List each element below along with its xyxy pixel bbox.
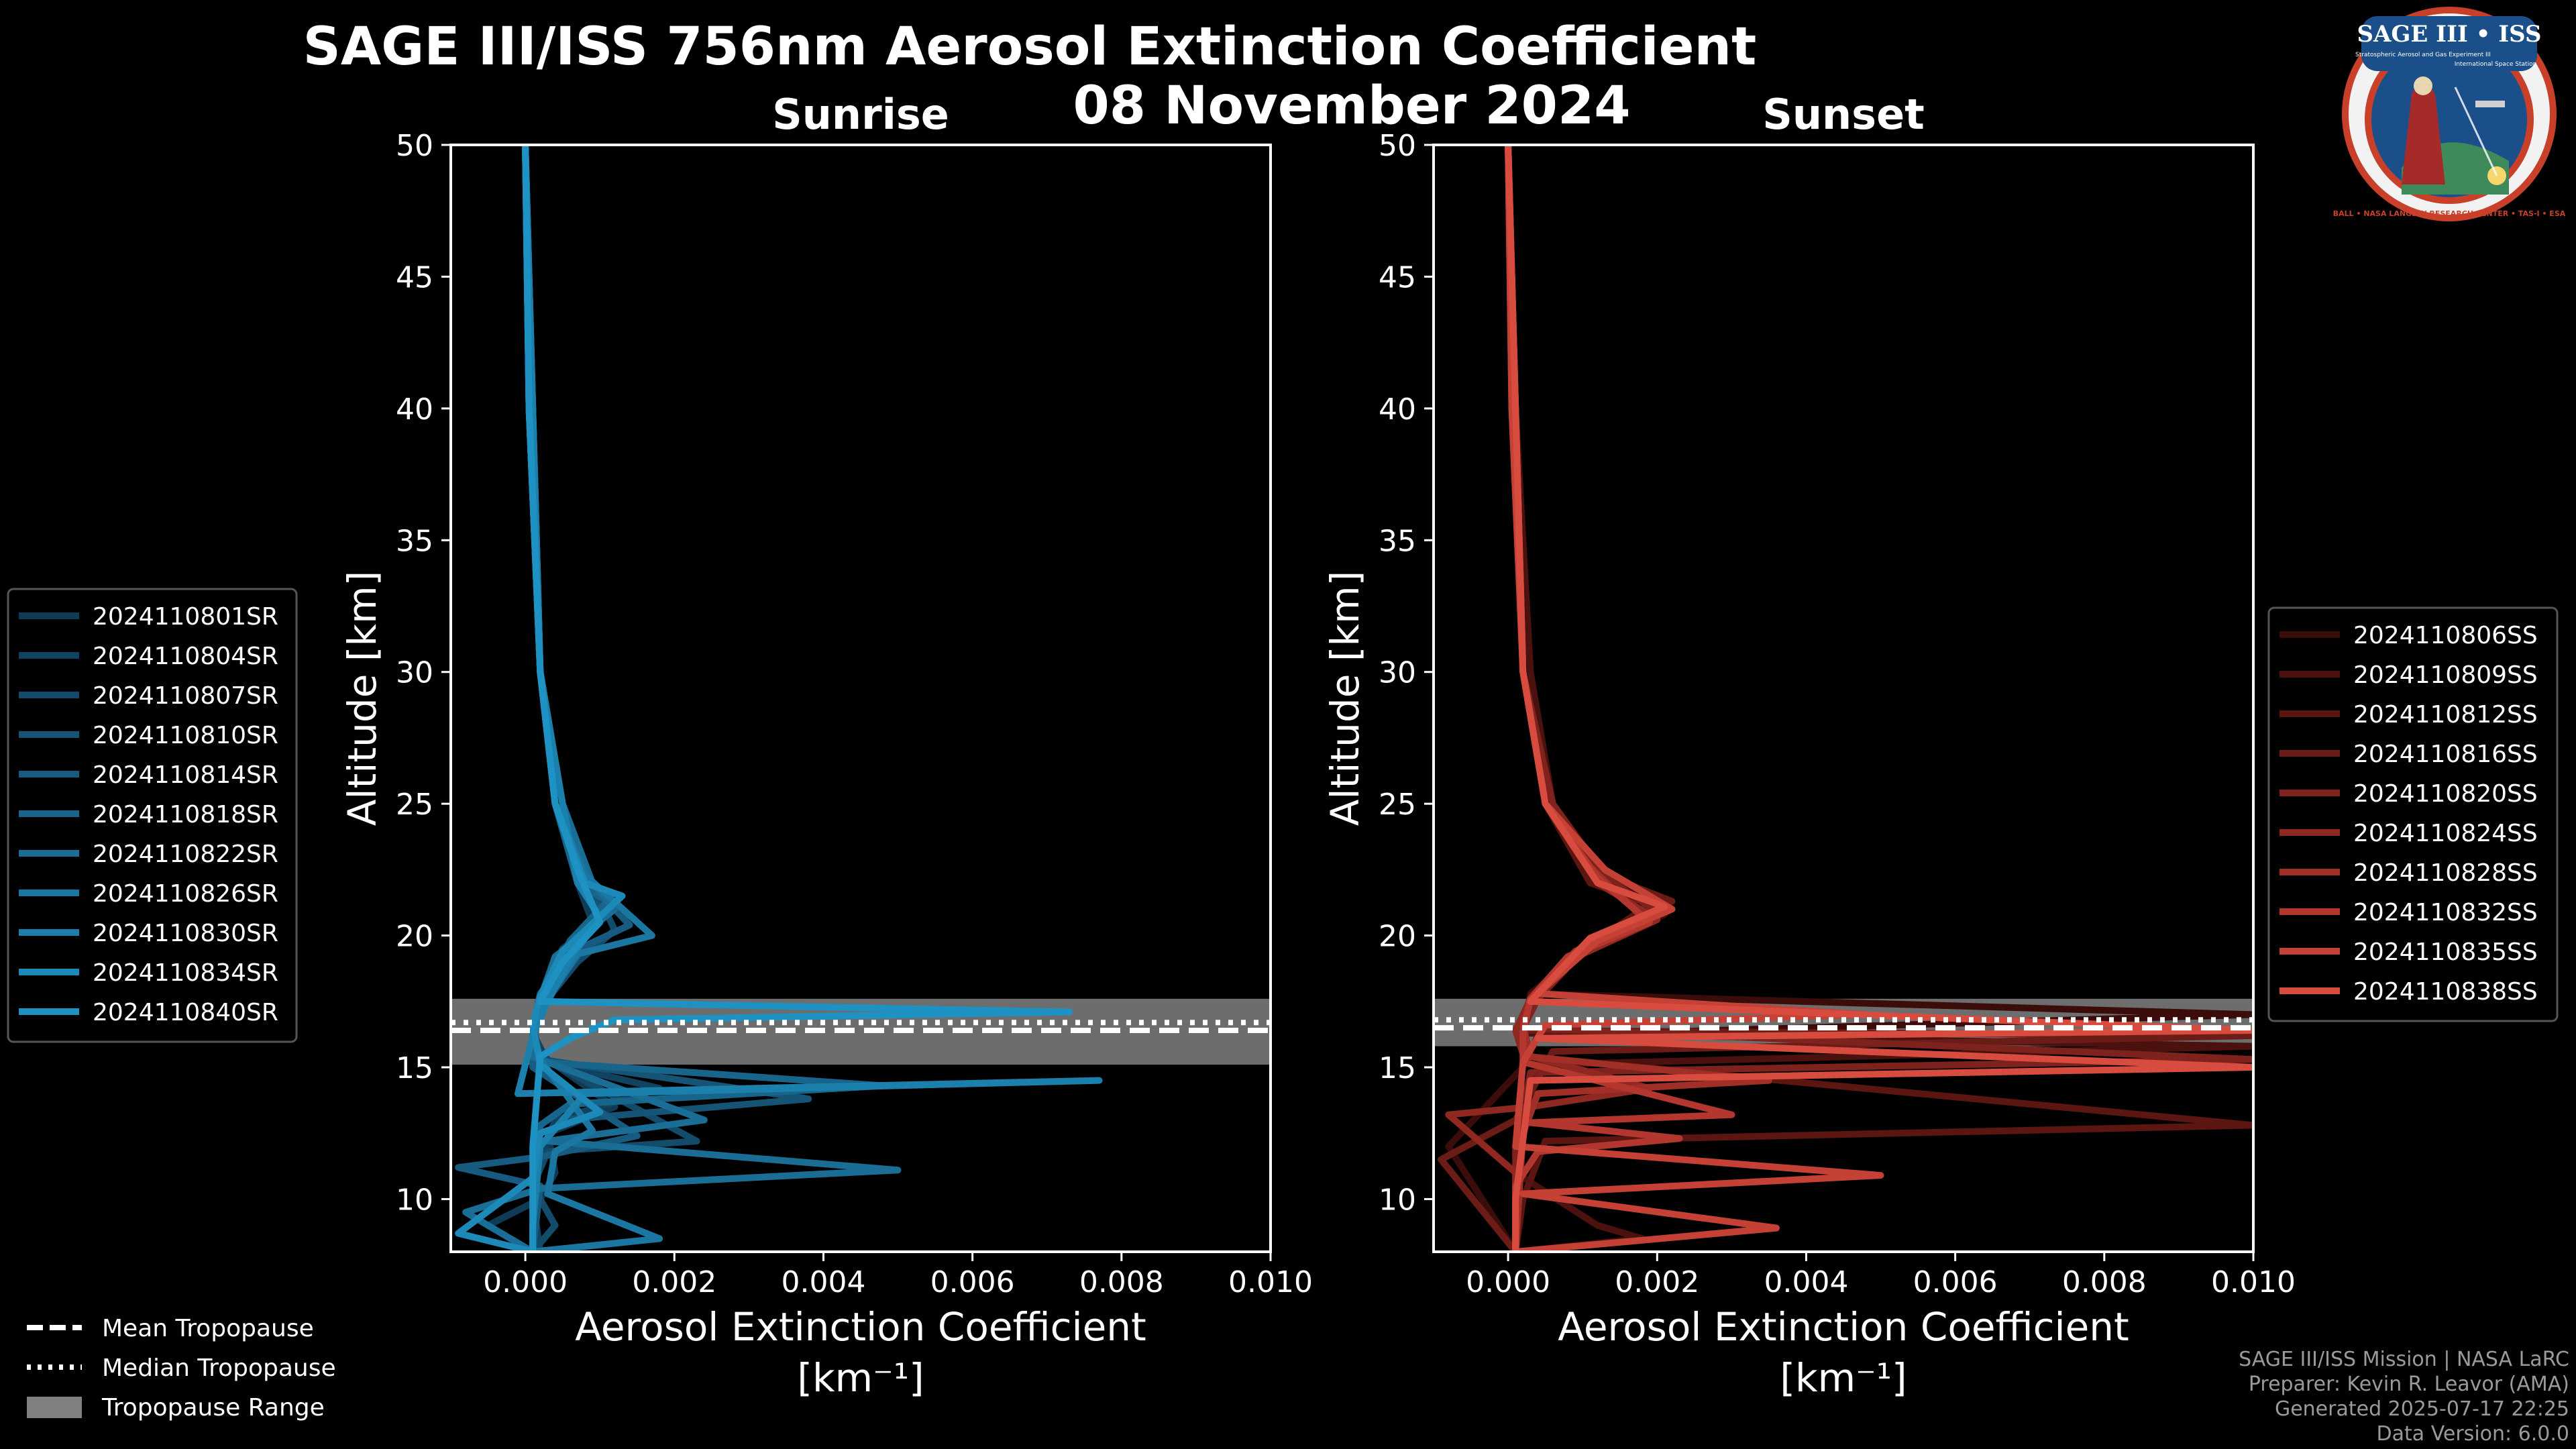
legend-label-2024110832SS: 2024110832SS [2353,899,2538,926]
chart-title-line1: SAGE III/ISS 756nm Aerosol Extinction Co… [303,17,1757,77]
y-tick-label: 45 [396,260,433,294]
legend-label-2024110824SS: 2024110824SS [2353,820,2538,847]
legend-label-2024110820SS: 2024110820SS [2353,780,2538,808]
series-line-2024110838SS [1505,145,2253,1252]
y-axis-label-sunrise: Altitude [km] [339,571,385,826]
x-tick-label: 0.002 [1615,1265,1699,1299]
legend-box [2267,606,2559,1022]
y-tick-label: 20 [396,920,433,954]
y-tick-label: 30 [1379,656,1416,690]
legend-mean-tropopause-label: Mean Tropopause [102,1315,314,1342]
series-line-2024110840SR [522,145,1073,1252]
legend-label-2024110840SR: 2024110840SR [93,999,278,1026]
legend-label-2024110806SS: 2024110806SS [2353,622,2538,649]
y-tick-label: 30 [396,656,433,690]
legend-label-2024110826SR: 2024110826SR [93,880,278,908]
plot-frame [449,144,1272,1253]
credits: SAGE III/ISS Mission | NASA LaRC Prepare… [2239,1348,2569,1446]
x-tick-label: 0.002 [632,1265,716,1299]
logo-title: SAGE III • ISS [2357,21,2541,48]
x-axis-unit-sunrise: [km⁻¹] [797,1355,924,1401]
x-tick-label: 0.004 [781,1265,865,1299]
x-tick-label: 0.010 [2211,1265,2296,1299]
y-tick-label: 35 [1379,524,1416,558]
y-axis-label-sunset: Altitude [km] [1322,571,1368,826]
legend-sunset: 2024110806SS 2024110809SS 2024110812SS 2024… [2267,606,2559,1022]
legend-label-2024110816SS: 2024110816SS [2353,741,2538,768]
legend-tropopause: Mean Tropopause Median Tropopause Tropop… [27,1315,336,1421]
panel-title-sunset: Sunset [1762,90,1925,139]
legend-label-2024110838SS: 2024110838SS [2353,978,2538,1006]
legend-label-2024110822SR: 2024110822SR [93,841,278,868]
legend-box [7,588,298,1043]
figure-head-icon [2414,76,2432,95]
y-tick-label: 15 [396,1051,433,1085]
y-tick-label: 25 [396,788,433,822]
x-tick-label: 0.010 [1228,1265,1313,1299]
y-tick-label: 45 [1379,260,1416,294]
legend-label-2024110807SR: 2024110807SR [93,682,278,710]
credit-preparer: Preparer: Kevin R. Leavor (AMA) [2249,1373,2569,1396]
legend-label-2024110812SS: 2024110812SS [2353,701,2538,729]
y-tick-label: 10 [396,1183,433,1217]
legend-label-2024110834SR: 2024110834SR [93,959,278,987]
legend-median-tropopause-label: Median Tropopause [102,1354,336,1382]
legend-label-2024110818SR: 2024110818SR [93,801,278,828]
legend-label-2024110810SR: 2024110810SR [93,722,278,749]
legend-label-2024110801SR: 2024110801SR [93,603,278,631]
y-tick-label: 15 [1379,1051,1416,1085]
sage-iii-iss-logo: SAGE III • ISS Stratospheric Aerosol and… [2333,7,2566,221]
x-axis-label-sunset: Aerosol Extinction Coefficient [1558,1304,2129,1350]
x-tick-label: 0.008 [1079,1265,1164,1299]
legend-sunrise: 2024110801SR 2024110804SR 2024110807SR 2024… [7,588,298,1043]
legend-label-2024110828SS: 2024110828SS [2353,859,2538,887]
x-tick-label: 0.008 [2062,1265,2147,1299]
panel-sunset: 0.000 0.002 0.004 0.006 0.008 0.010 10 15 20 25 30… [1379,129,2296,1299]
x-tick-label: 0.000 [1466,1265,1550,1299]
legend-label-2024110814SR: 2024110814SR [93,761,278,789]
plot-frame [1432,144,2255,1253]
logo-station: International Space Station [2455,61,2537,68]
logo-subtitle: Stratospheric Aerosol and Gas Experiment… [2355,52,2491,58]
legend-label-2024110830SR: 2024110830SR [93,920,278,947]
logo-ring-text: BALL • NASA LANGLEY RESEARCH CENTER • TA… [2333,209,2566,218]
credit-generated: Generated 2025-07-17 22:25 [2275,1397,2569,1421]
x-tick-label: 0.004 [1764,1265,1848,1299]
x-tick-label: 0.000 [483,1265,568,1299]
panel-sunrise: 0.000 0.002 0.004 0.006 0.008 0.010 10 15 20 25 30… [396,129,1313,1299]
legend-tropopause-range-label: Tropopause Range [101,1394,325,1421]
y-tick-label: 20 [1379,920,1416,954]
legend-label-2024110809SS: 2024110809SS [2353,661,2538,689]
y-tick-label: 10 [1379,1183,1416,1217]
x-tick-label: 0.006 [1913,1265,1998,1299]
y-tick-label: 40 [396,392,433,427]
figure-icon [2402,84,2445,184]
legend-label-2024110835SS: 2024110835SS [2353,938,2538,966]
credit-mission: SAGE III/ISS Mission | NASA LaRC [2239,1348,2569,1371]
chart-title-line2: 08 November 2024 [1073,76,1630,136]
y-tick-label: 25 [1379,788,1416,822]
credit-data-version: Data Version: 6.0.0 [2377,1422,2569,1446]
y-tick-label: 50 [396,129,433,163]
x-tick-label: 0.006 [930,1265,1015,1299]
legend-label-2024110804SR: 2024110804SR [93,643,278,670]
y-tick-label: 40 [1379,392,1416,427]
y-tick-label: 35 [396,524,433,558]
y-tick-label: 50 [1379,129,1416,163]
panel-title-sunrise: Sunrise [772,90,949,139]
x-axis-unit-sunset: [km⁻¹] [1780,1355,1907,1401]
x-axis-label-sunrise: Aerosol Extinction Coefficient [575,1304,1146,1350]
iss-icon [2475,101,2505,107]
legend-tropopause-range-swatch [27,1397,82,1418]
